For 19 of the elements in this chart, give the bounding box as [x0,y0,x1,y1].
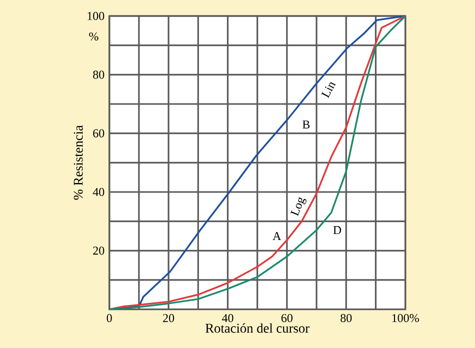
y-tick-label: 20 [93,246,104,255]
annotation: A [272,232,282,240]
annotation: Lin [321,82,336,98]
text: % [89,32,98,41]
x-tick-label: 0 [106,314,112,322]
y-tick-label: 60 [93,129,104,138]
annotation: Log [290,196,306,216]
x-axis-title: Rotación del cursor [206,323,310,333]
x-tick-label: 20 [163,314,174,322]
x-tick-label: 40 [222,314,234,322]
annotation: B [302,120,310,128]
y-tick-label: 40 [92,188,104,196]
x-tick-label: 60 [281,314,292,322]
x-tick-label: 100% [392,314,419,322]
y-tick-label: 80 [93,70,104,79]
y-tick-label: 100 [88,12,104,20]
annotation: D [333,226,342,234]
x-tick-label: 80 [340,314,352,322]
y-axis-title: % Resistencia [74,125,83,200]
